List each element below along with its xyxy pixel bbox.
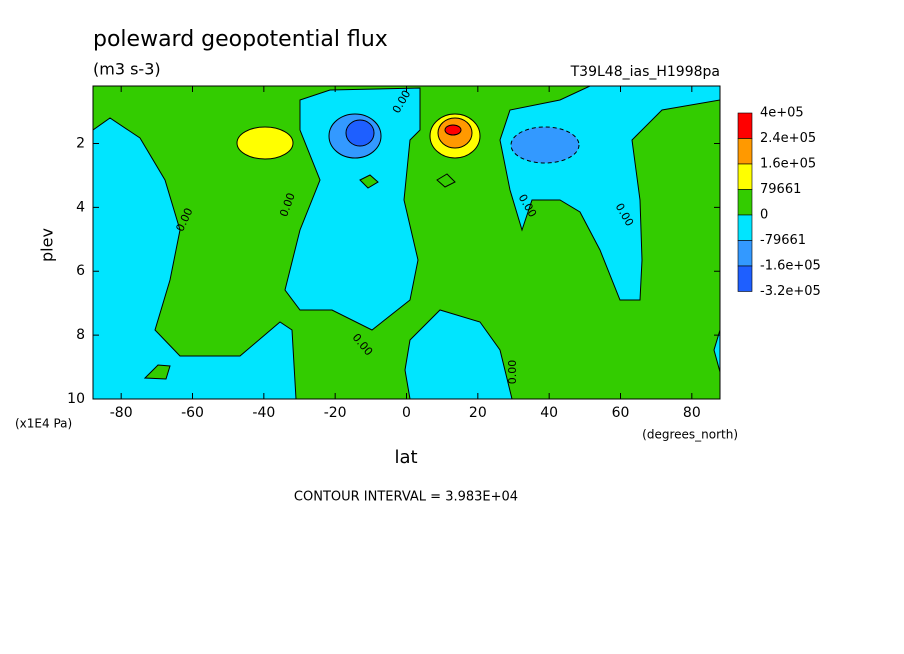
x-tick-label: 60 <box>612 405 630 421</box>
colorbar-box <box>737 240 753 267</box>
contour-label: 0.00 <box>506 360 519 385</box>
x-tick-label: 80 <box>683 405 701 421</box>
colorbar-box <box>737 214 753 241</box>
x-tick-label: 20 <box>469 405 487 421</box>
colorbar-label: 0 <box>760 208 768 223</box>
contour-region <box>359 174 379 189</box>
y-axis-units: (x1E4 Pa) <box>15 417 72 431</box>
chart-title: poleward geopotential flux <box>93 27 388 52</box>
colorbar-label: -1.6e+05 <box>760 259 821 274</box>
y-tick-label: 10 <box>67 391 85 407</box>
x-tick-label: -20 <box>324 405 347 421</box>
x-axis-label: lat <box>394 447 417 468</box>
x-tick-label: 40 <box>540 405 558 421</box>
x-tick-label: -80 <box>110 405 133 421</box>
colorbar-label: -79661 <box>760 233 806 248</box>
contour-region <box>92 117 297 400</box>
y-tick-label: 6 <box>76 263 85 279</box>
y-tick-label: 8 <box>76 327 85 343</box>
contour-region <box>284 87 421 331</box>
x-tick-label: -60 <box>181 405 204 421</box>
contour-region <box>143 364 171 380</box>
contour-region <box>436 173 456 188</box>
colorbar-label: 79661 <box>760 182 801 197</box>
run-label: T39L48_ias_H1998pa <box>570 64 720 80</box>
x-tick-label: 0 <box>402 405 411 421</box>
contour-region <box>236 126 294 160</box>
contour-region <box>345 119 375 147</box>
colorbar-box <box>737 163 753 190</box>
y-tick-label: 2 <box>76 135 85 151</box>
chart-subtitle: (m3 s-3) <box>93 60 161 79</box>
x-tick-label: -40 <box>252 405 275 421</box>
colorbar-label: -3.2e+05 <box>760 284 821 299</box>
colorbar-label: 4e+05 <box>760 106 804 121</box>
colorbar-box <box>737 265 753 292</box>
colorbar-label: 2.4e+05 <box>760 131 816 146</box>
contour-region <box>444 124 462 136</box>
colorbar-label: 1.6e+05 <box>760 157 816 172</box>
y-axis-label: plev <box>38 228 57 262</box>
colorbar-box <box>737 112 753 139</box>
contour-region <box>404 309 513 400</box>
y-tick-label: 4 <box>76 199 85 215</box>
contour-region <box>510 126 580 164</box>
colorbar-box <box>737 138 753 165</box>
footer: CONTOUR INTERVAL = 3.983E+04 <box>294 490 518 505</box>
x-axis-units: (degrees_north) <box>642 428 738 442</box>
contour-field <box>92 85 721 400</box>
colorbar-box <box>737 189 753 216</box>
